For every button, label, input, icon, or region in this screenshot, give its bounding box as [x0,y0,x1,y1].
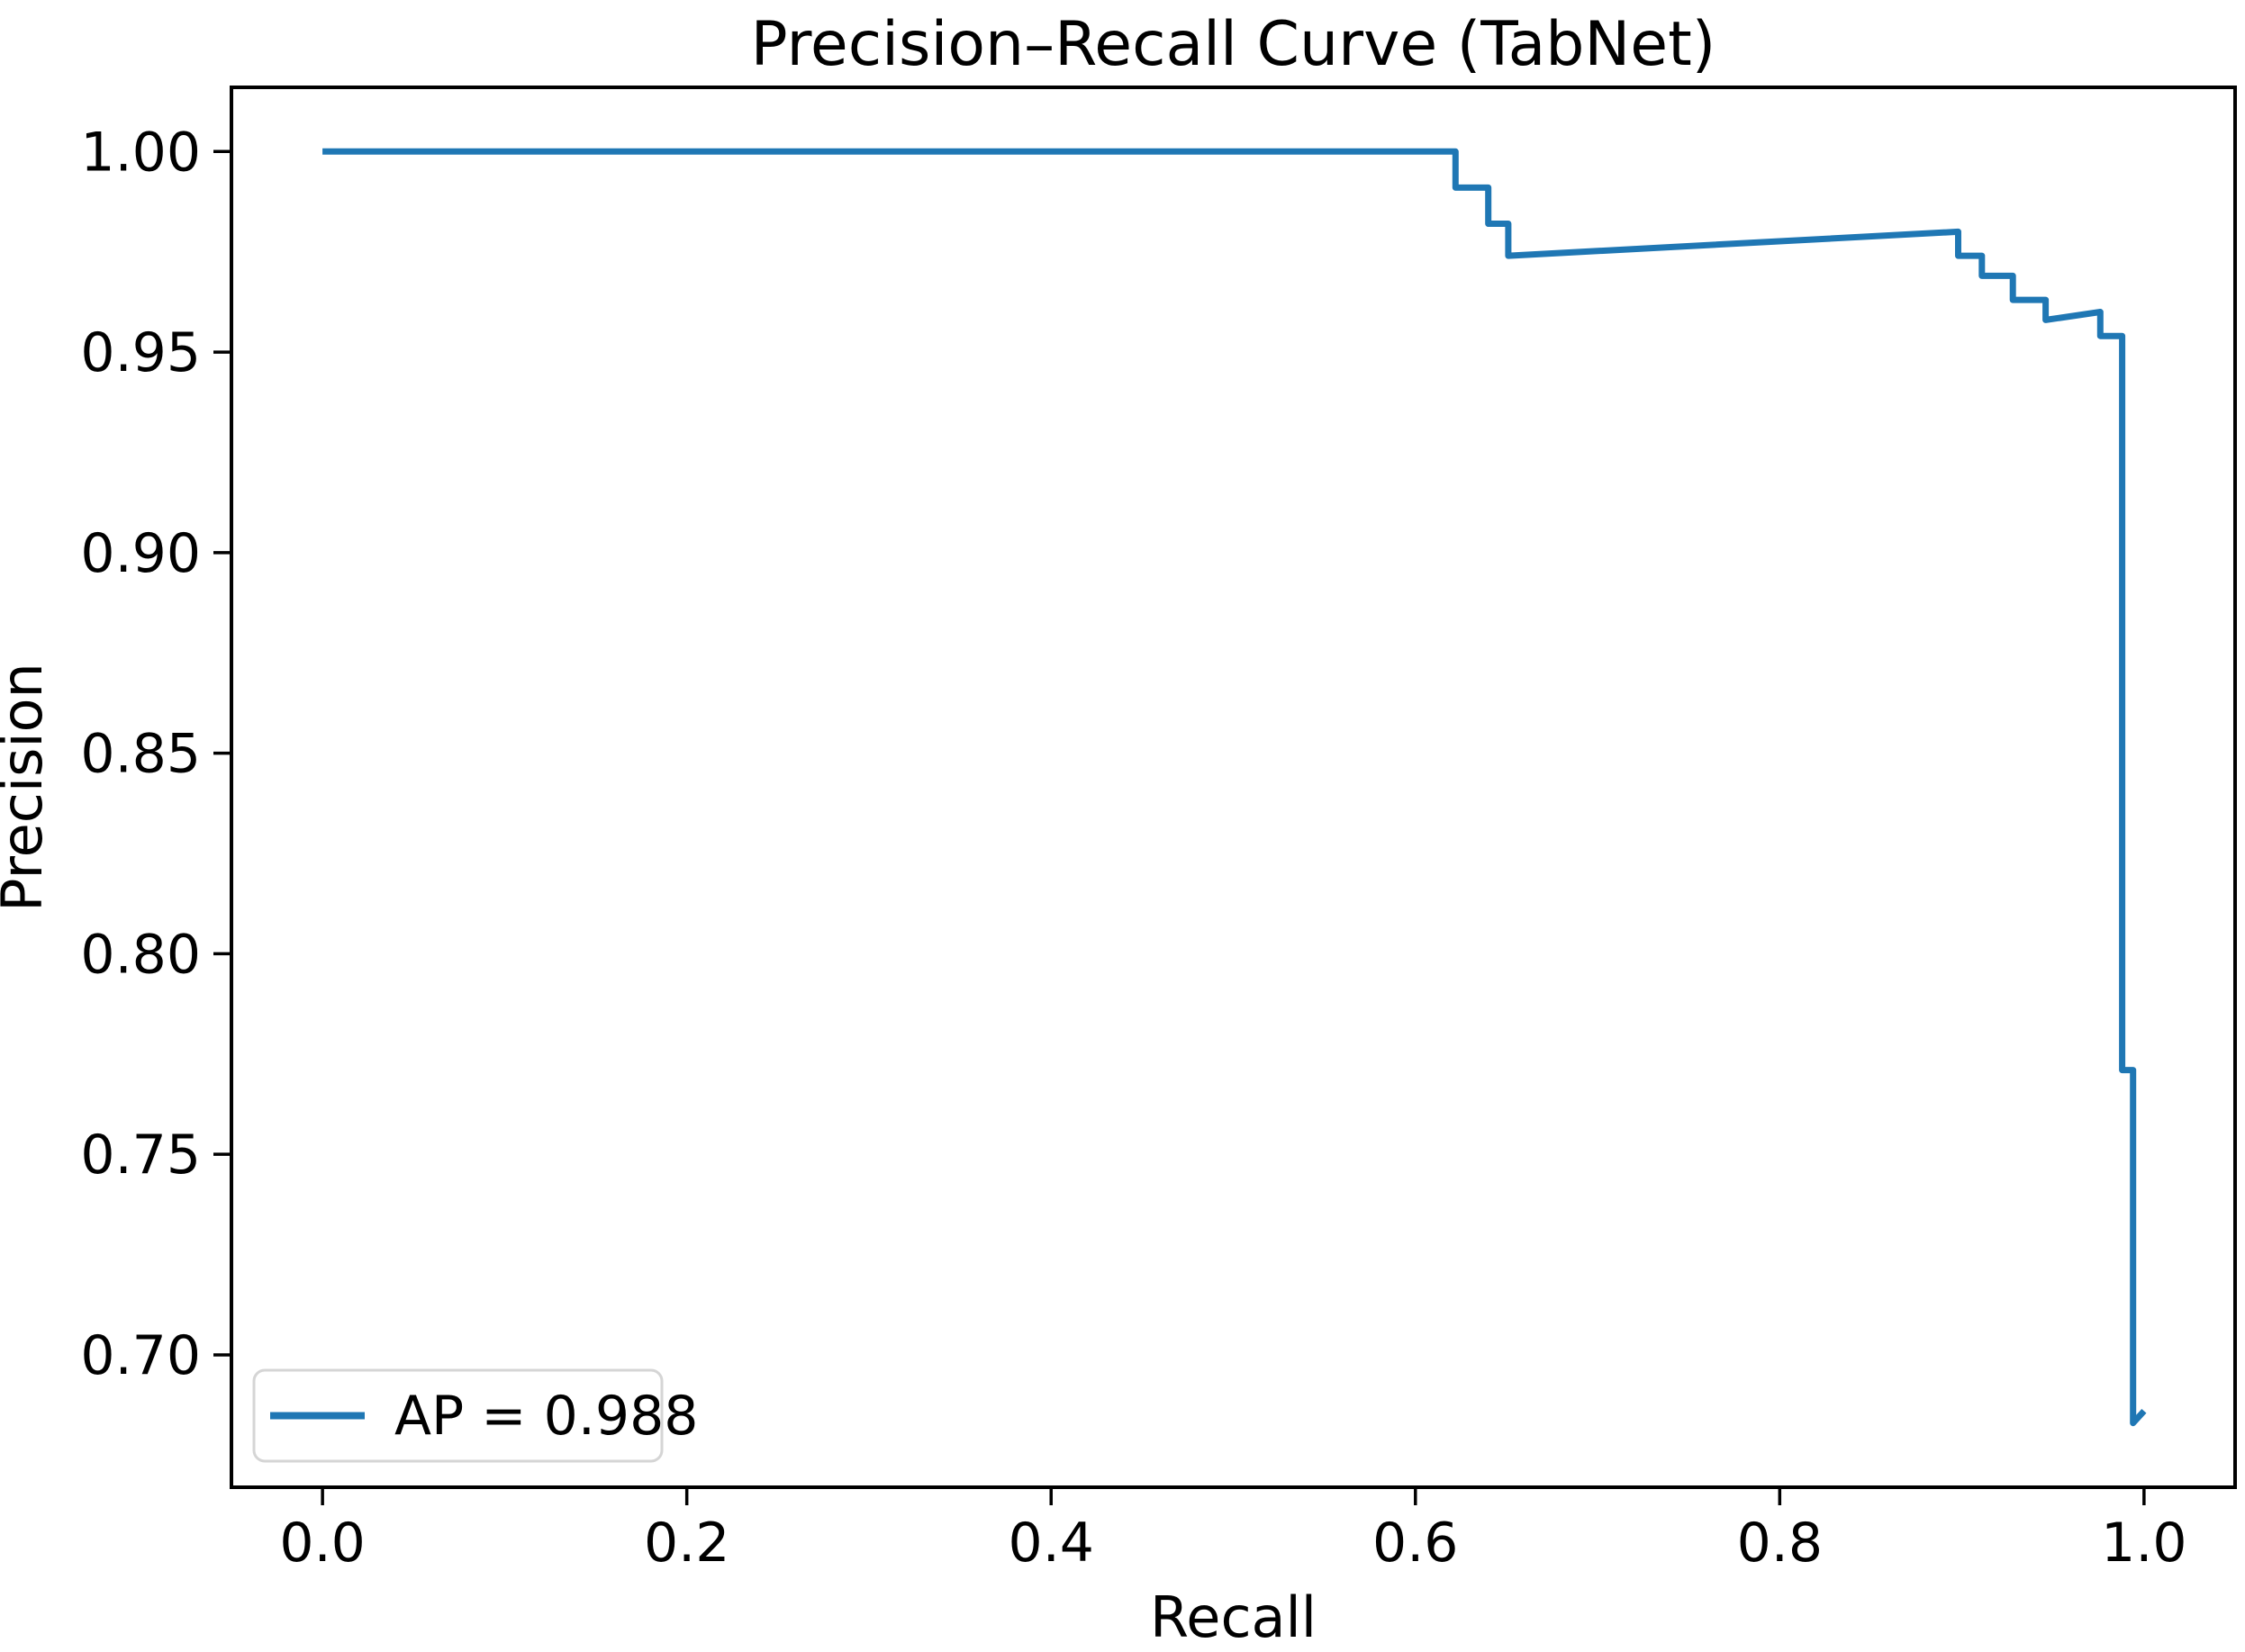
y-tick-label: 0.85 [80,723,201,786]
legend-box [252,1368,664,1463]
y-tick-label: 0.70 [80,1324,201,1387]
x-axis-label: Recall [1150,1584,1317,1650]
pr-curve-line [322,148,2147,1427]
y-tick-label: 0.75 [80,1124,201,1187]
plot-spines [230,86,2237,1489]
y-axis-label: Precision [0,663,55,912]
legend: AP = 0.988 [252,1368,698,1463]
y-tick-label: 0.80 [80,923,201,986]
x-tick-label: 0.0 [279,1512,365,1575]
plot-border [230,86,2237,1489]
legend-label: AP = 0.988 [394,1385,698,1448]
y-tick-label: 1.00 [80,121,201,184]
y-axis-ticks: 0.70 0.75 0.80 0.85 0.90 0.95 1.00 [80,121,231,1387]
x-tick-label: 0.6 [1372,1512,1458,1575]
x-tick-label: 0.2 [644,1512,729,1575]
chart-title: Precision–Recall Curve (TabNet) [751,9,1716,80]
x-tick-label: 0.8 [1737,1512,1823,1575]
y-tick-label: 0.95 [80,321,201,384]
x-axis-ticks: 0.0 0.2 0.4 0.6 0.8 1.0 [279,1487,2187,1575]
x-tick-label: 1.0 [2101,1512,2186,1575]
pr-curve-series [322,148,2147,1427]
y-tick-label: 0.90 [80,522,201,585]
x-tick-label: 0.4 [1009,1512,1094,1575]
